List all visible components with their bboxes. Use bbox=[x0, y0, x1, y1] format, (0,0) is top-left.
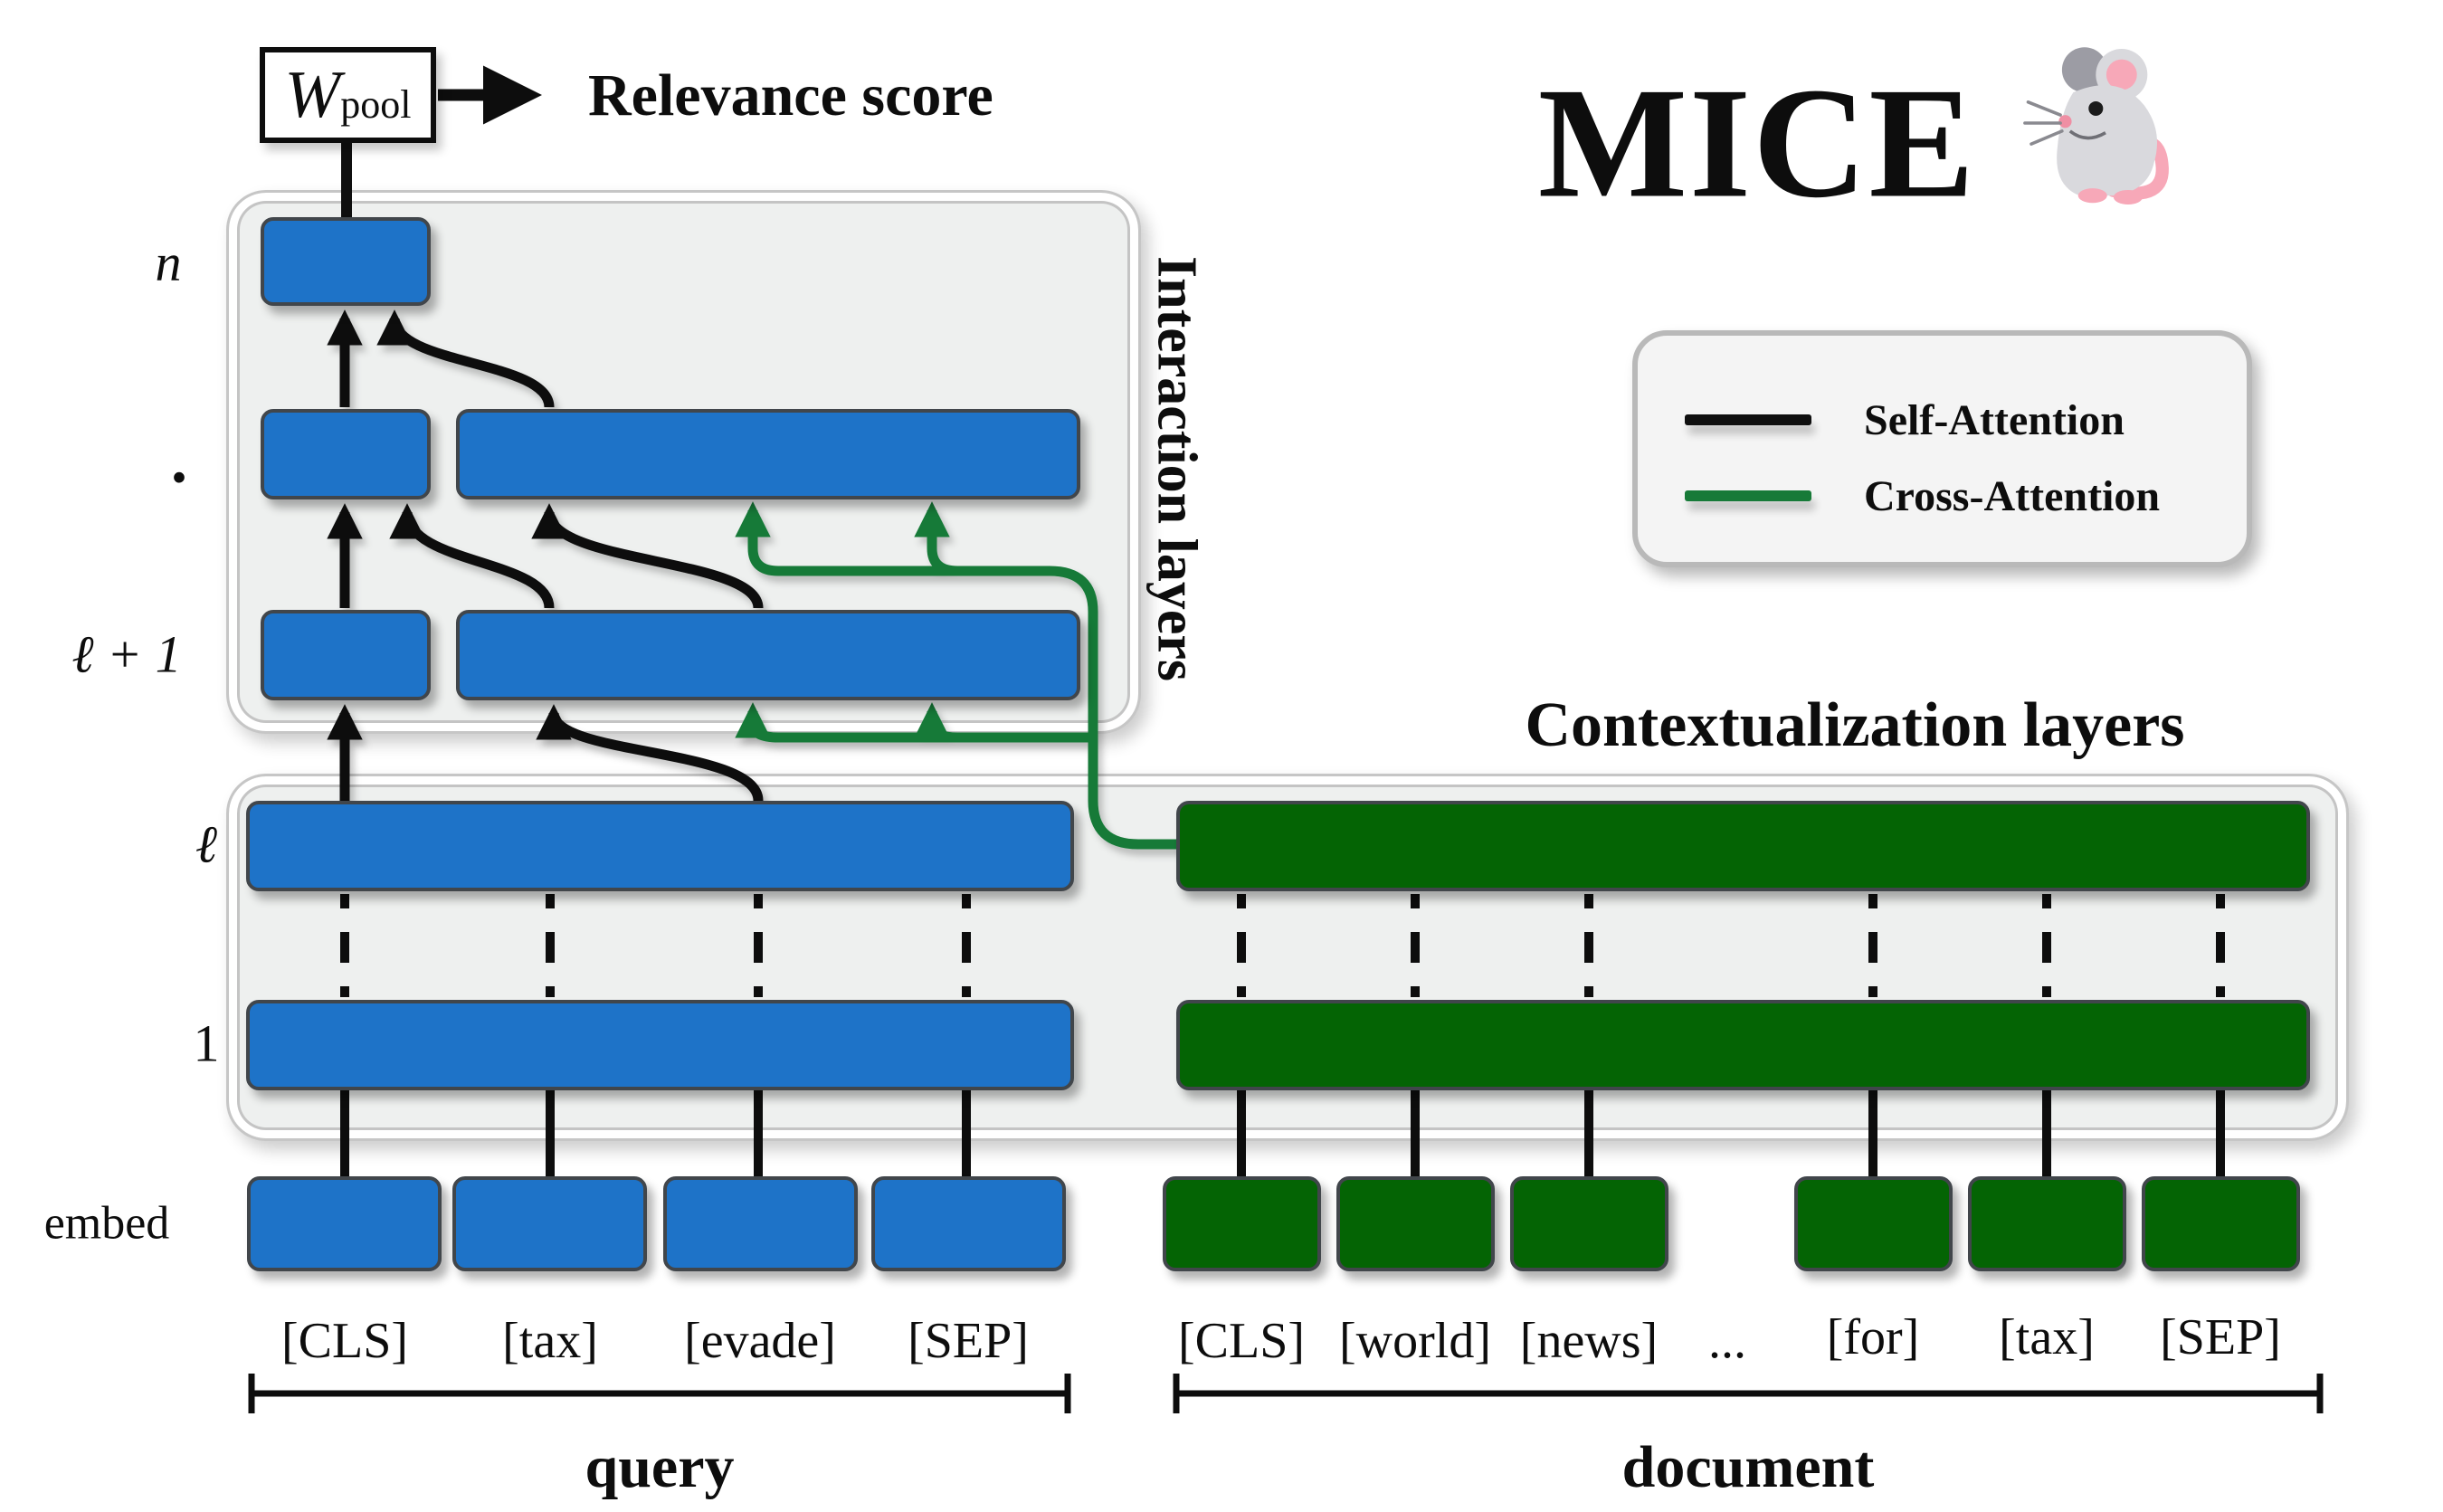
layer-label-ellipsis: · bbox=[167, 441, 191, 514]
layer-label-embed: embed bbox=[43, 1197, 170, 1250]
layer-label-l-plus-1: ℓ + 1 bbox=[71, 624, 182, 684]
document-layer-l-bar bbox=[1176, 801, 2310, 891]
legend-label-cross-attention: Cross-Attention bbox=[1864, 471, 2161, 520]
self-attention-line-swatch bbox=[1685, 414, 1811, 425]
layer-label-l: ℓ bbox=[195, 814, 218, 874]
document-embed-box-tax bbox=[1968, 1176, 2126, 1271]
document-embed-box-sep bbox=[2142, 1176, 2300, 1271]
pooling-subscript: pool bbox=[340, 82, 412, 127]
document-series-label: document bbox=[1621, 1434, 1875, 1500]
interaction-box-layer-n bbox=[261, 217, 431, 306]
contextualization-layers-label: Contextualization layers bbox=[1525, 690, 2185, 760]
legend-label-self-attention: Self-Attention bbox=[1864, 395, 2125, 444]
legend-item-cross-attention: Cross-Attention bbox=[1638, 471, 2247, 520]
cross-attention-arrows bbox=[735, 501, 1180, 850]
legend-item-self-attention: Self-Attention bbox=[1638, 395, 2247, 444]
interaction-layers-label: Interaction layers bbox=[1145, 255, 1208, 682]
interaction-box-l1-query bbox=[261, 610, 431, 700]
document-token-sep: [SEP] bbox=[2160, 1309, 2281, 1365]
interaction-box-l1-wide bbox=[456, 610, 1080, 700]
document-embed-box-cls bbox=[1163, 1176, 1321, 1271]
pooling-symbol: W bbox=[284, 58, 341, 132]
relevance-score-label: Relevance score bbox=[588, 62, 993, 128]
query-embed-box-tax bbox=[452, 1176, 647, 1271]
hidden-layer-dashes bbox=[340, 894, 2225, 997]
document-bracket bbox=[1173, 1374, 2324, 1413]
query-bracket bbox=[248, 1374, 1071, 1413]
cross-attention-line-swatch bbox=[1685, 490, 1811, 501]
document-embed-box-world bbox=[1336, 1176, 1495, 1271]
query-layer-l-bar bbox=[246, 801, 1074, 891]
query-embed-box-cls bbox=[247, 1176, 442, 1271]
document-token-world: [world] bbox=[1339, 1313, 1491, 1369]
query-layer-1-bar bbox=[246, 1000, 1074, 1090]
query-embed-box-sep bbox=[871, 1176, 1066, 1271]
document-embed-box-for bbox=[1794, 1176, 1953, 1271]
legend: Self-Attention Cross-Attention bbox=[1632, 330, 2252, 567]
interaction-box-dots-query bbox=[261, 409, 431, 499]
embedding-stems bbox=[340, 1090, 2225, 1190]
self-attention-arrows bbox=[327, 309, 764, 802]
query-series-label: query bbox=[585, 1434, 735, 1500]
layer-label-n: n bbox=[155, 233, 182, 292]
mouse-icon bbox=[2020, 34, 2191, 212]
figure-title: MICE bbox=[1537, 54, 1977, 231]
query-embed-box-evade bbox=[663, 1176, 858, 1271]
interaction-box-dots-wide bbox=[456, 409, 1080, 499]
document-token-ellipsis: ... bbox=[1708, 1313, 1746, 1369]
document-token-cls: [CLS] bbox=[1178, 1313, 1305, 1369]
document-token-news: [news] bbox=[1519, 1313, 1659, 1369]
query-token-evade: [evade] bbox=[684, 1313, 836, 1369]
query-token-tax: [tax] bbox=[502, 1313, 598, 1369]
query-token-cls: [CLS] bbox=[281, 1313, 408, 1369]
query-token-sep: [SEP] bbox=[908, 1313, 1029, 1369]
layer-label-1: 1 bbox=[193, 1013, 220, 1073]
document-embed-box-news bbox=[1510, 1176, 1668, 1271]
document-layer-1-bar bbox=[1176, 1000, 2310, 1090]
document-token-for: [for] bbox=[1826, 1309, 1920, 1365]
document-token-tax: [tax] bbox=[1999, 1309, 2095, 1365]
